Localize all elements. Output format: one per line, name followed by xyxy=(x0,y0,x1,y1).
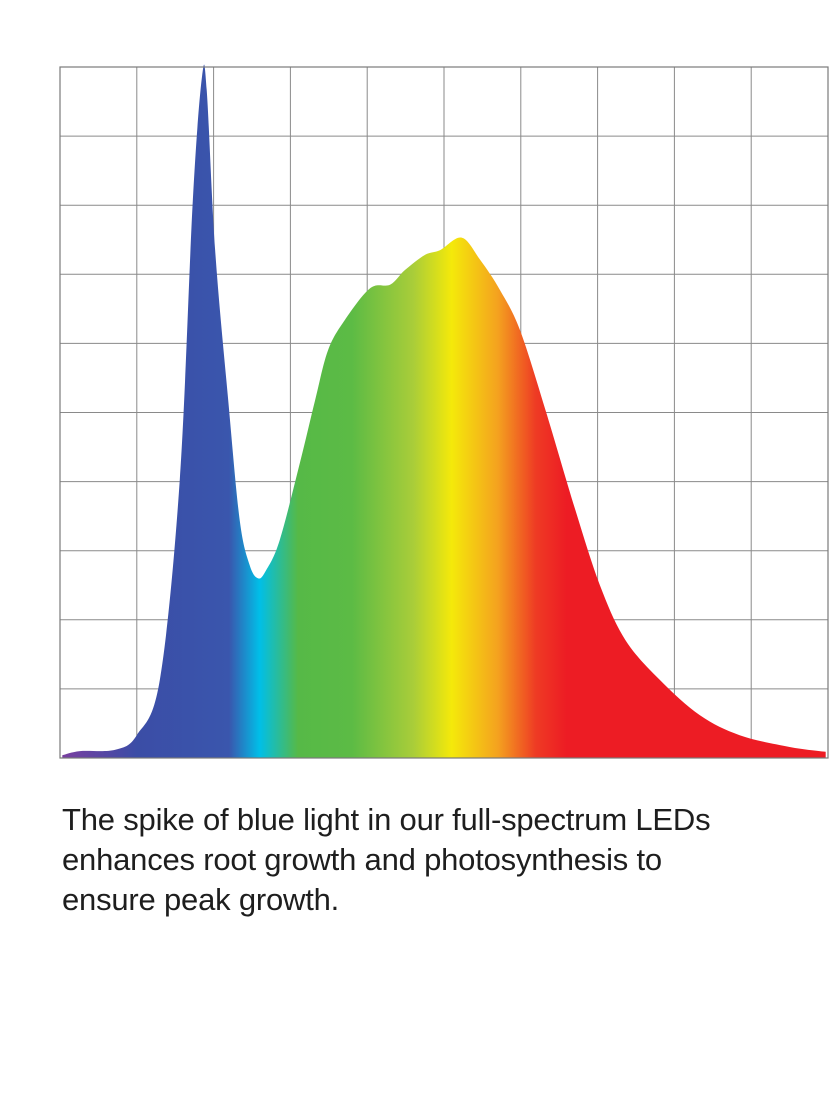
spectrum-area xyxy=(62,64,826,758)
caption-line-2: enhances root growth and photosynthesis … xyxy=(62,842,662,877)
chart-frame xyxy=(59,66,829,759)
spectrum-chart xyxy=(59,64,829,759)
caption-line-3: ensure peak growth. xyxy=(62,882,340,917)
caption-line-1: The spike of blue light in our full-spec… xyxy=(62,802,711,837)
chart-caption: The spike of blue light in our full-spec… xyxy=(62,800,822,920)
